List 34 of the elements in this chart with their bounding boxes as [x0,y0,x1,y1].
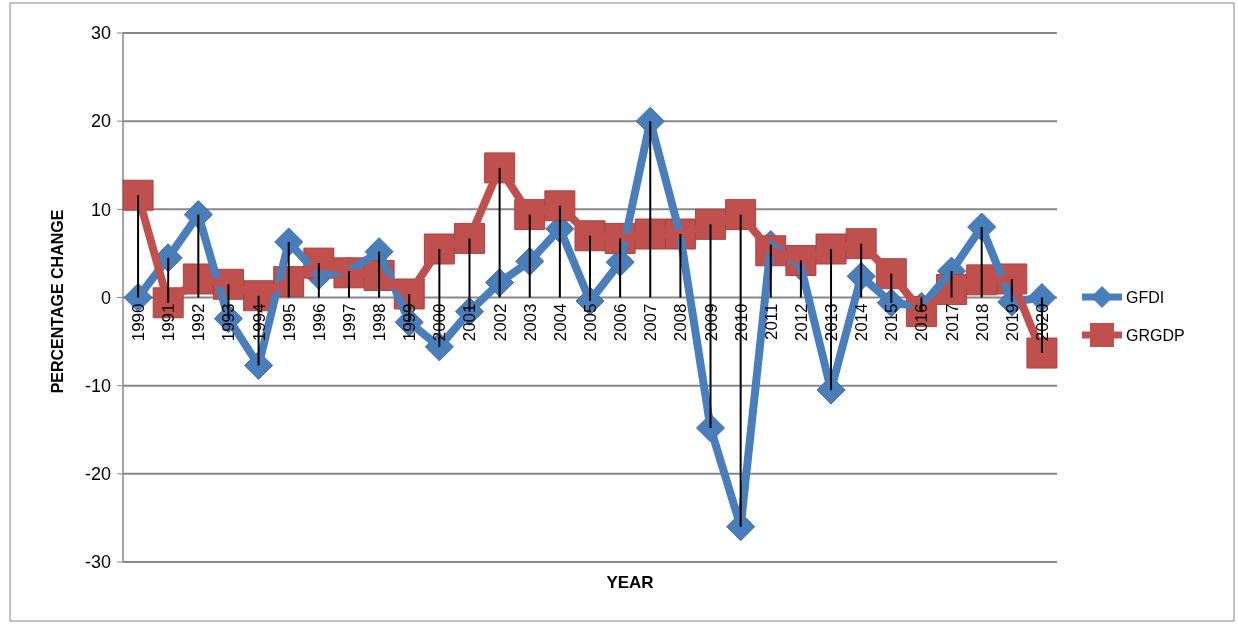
x-tick-label: 2003 [520,303,540,342]
y-axis-title: PERCENTAGE CHANGE [49,209,66,394]
y-tick-label: -30 [84,552,111,573]
x-tick-label: 1996 [309,303,329,342]
x-tick-label: 1995 [279,303,299,342]
y-tick-label: 20 [90,111,111,132]
y-tick-label: 0 [100,287,111,308]
x-tick-label: 1992 [189,303,209,342]
x-tick-label: 2008 [671,303,691,342]
y-tick-label: 10 [90,199,111,220]
x-tick-label: 2007 [641,303,661,342]
y-tick-label: -20 [84,464,111,485]
x-tick-label: 1993 [219,303,239,342]
x-axis-title: YEAR [606,573,654,592]
x-tick-label: 2012 [791,303,811,342]
x-tick-label: 2015 [882,303,902,342]
x-tick-label: 2005 [581,303,600,342]
x-tick-label: 2002 [490,303,510,342]
x-tick-label: 2019 [1002,303,1022,342]
x-tick-label: 1997 [339,303,359,342]
legend-label: GRGDP [1126,326,1185,344]
x-tick-label: 2004 [550,303,570,342]
x-tick-label: 2017 [942,303,962,342]
y-tick-label: 30 [90,23,111,44]
x-tick-label: 2011 [761,303,781,341]
y-tick-label: -10 [84,375,111,396]
x-tick-label: 1998 [370,303,390,342]
x-tick-label: 2001 [460,303,480,342]
x-tick-label: 2006 [611,303,631,342]
legend-label: GFDI [1126,288,1165,306]
x-tick-label: 2018 [972,303,992,342]
x-tick-label: 2014 [852,303,872,342]
x-tick-label: 1990 [129,303,149,342]
x-tick-label: 1991 [159,303,179,342]
